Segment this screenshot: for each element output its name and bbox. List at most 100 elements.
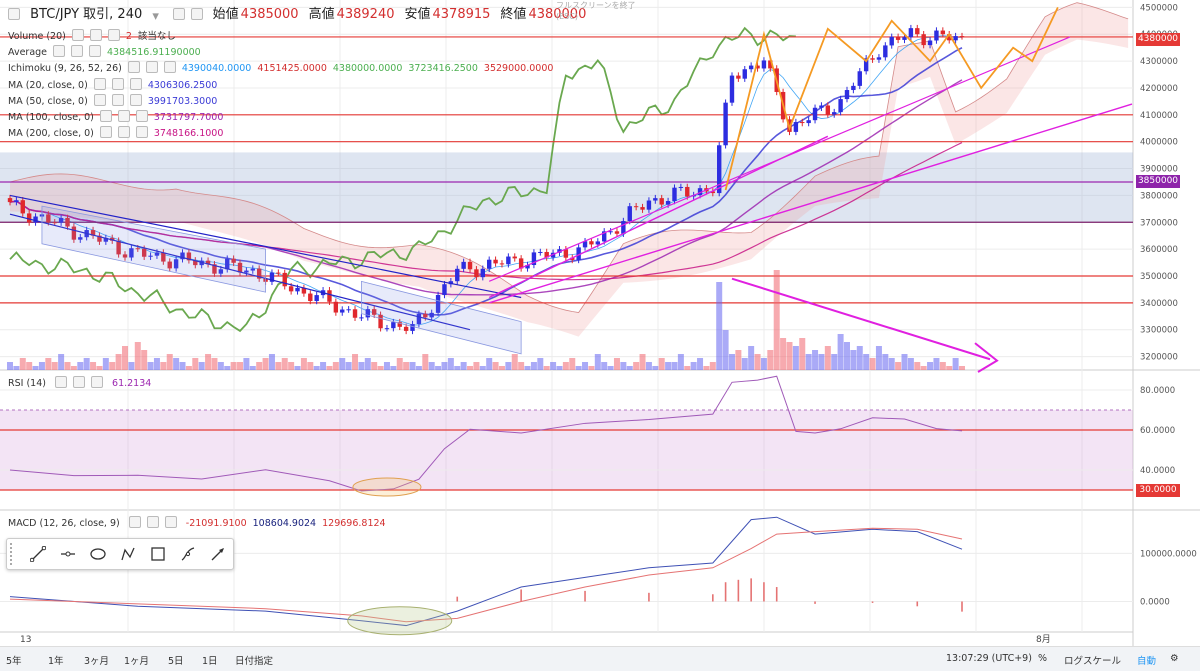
ellipse-tool-icon[interactable] — [86, 542, 110, 566]
y-tick-label: 60.0000 — [1140, 426, 1175, 436]
volume-bar — [460, 362, 467, 370]
close-icon[interactable] — [129, 93, 142, 106]
candle-body — [333, 301, 339, 313]
chart-canvas[interactable]: 3200000 3300000 3400000 3500000 3600000 37000… — [0, 0, 1200, 646]
candle-body — [135, 248, 140, 250]
candle-body — [915, 28, 920, 35]
close-icon[interactable] — [91, 376, 103, 388]
candle-body — [410, 324, 415, 331]
eye-icon[interactable] — [99, 126, 112, 139]
candle-body — [889, 36, 894, 46]
percent-toggle[interactable]: % — [1038, 653, 1048, 664]
volume-bar — [288, 362, 295, 370]
candle-body — [863, 58, 869, 72]
volume-bar — [633, 362, 640, 370]
settings-icon[interactable] — [172, 8, 185, 20]
eye-icon[interactable] — [93, 77, 106, 90]
settings-icon[interactable] — [89, 29, 102, 41]
arrow-tool-icon[interactable] — [206, 542, 230, 566]
candle-body — [538, 251, 543, 253]
volume-bar — [19, 358, 26, 370]
rectangle-tool-icon[interactable] — [146, 542, 170, 566]
volume-bar — [754, 354, 761, 370]
drag-handle[interactable] — [10, 543, 20, 565]
candle-body — [474, 269, 479, 278]
volume-bar — [332, 362, 339, 370]
y-tick-label: 4200000 — [1140, 84, 1178, 94]
close-icon[interactable] — [135, 110, 148, 122]
log-scale-toggle[interactable]: ログスケール — [1064, 656, 1122, 667]
volume-bar — [211, 358, 218, 370]
eye-icon[interactable] — [99, 110, 112, 122]
path-tool-icon[interactable] — [176, 542, 200, 566]
volume-bar — [467, 366, 474, 370]
candle-body — [908, 28, 914, 38]
settings-icon[interactable] — [71, 45, 84, 58]
settings-icon[interactable] — [73, 376, 85, 388]
legend-row: MA (100, close, 0) 3731797.7000 — [8, 110, 229, 124]
pattern-tool-icon[interactable] — [116, 542, 140, 566]
eye-icon[interactable] — [71, 29, 84, 41]
candle-body — [352, 309, 358, 318]
legend-value: 4384516.91190000 — [107, 47, 201, 59]
volume-bar — [901, 354, 908, 370]
candle-body — [748, 65, 754, 70]
close-icon[interactable] — [163, 61, 176, 74]
range-button[interactable]: 日付指定 — [235, 656, 274, 667]
y-tick-label: 80.0000 — [1140, 386, 1175, 396]
candle-body — [250, 268, 255, 271]
close-icon[interactable] — [89, 45, 102, 58]
candle-body — [231, 258, 236, 263]
auto-scale-toggle[interactable]: 自動 — [1137, 656, 1157, 667]
close-icon[interactable] — [107, 29, 120, 41]
volume-bar — [824, 346, 831, 370]
highlight-ellipse — [347, 606, 453, 636]
macd-signal — [9, 527, 963, 623]
candle-body — [723, 102, 728, 146]
candle-body — [934, 30, 939, 41]
range-button[interactable]: 1日 — [202, 656, 218, 667]
settings-icon[interactable] — [145, 61, 158, 74]
volume-bar — [524, 366, 531, 370]
collapse-icon[interactable] — [8, 8, 20, 20]
legend-value: 該当なし — [137, 31, 176, 42]
eye-icon[interactable] — [93, 93, 106, 106]
volume-bar — [249, 366, 256, 370]
settings-icon[interactable] — [111, 93, 124, 106]
volume-bar — [556, 366, 563, 370]
volume-bar — [352, 354, 359, 370]
symbol-title: BTC/JPY 取引, 240 — [30, 7, 143, 22]
macd-histogram-bar — [961, 601, 963, 612]
candle-body — [525, 265, 530, 269]
volume-bar — [920, 366, 927, 370]
settings-icon[interactable] — [146, 516, 159, 528]
volume-bar — [447, 358, 454, 370]
eye-icon[interactable] — [127, 61, 140, 74]
range-button[interactable]: 5日 — [168, 656, 184, 667]
close-icon[interactable] — [164, 516, 177, 528]
macd-histogram-bar — [775, 587, 778, 602]
range-button[interactable]: 3ヶ月 — [84, 656, 110, 667]
chevron-down-icon[interactable]: ▾ — [152, 9, 159, 24]
close-icon[interactable] — [129, 77, 142, 90]
close-icon[interactable] — [190, 8, 203, 20]
eye-icon[interactable] — [53, 45, 66, 58]
settings-icon[interactable] — [117, 126, 130, 139]
horizontal-line-tool-icon[interactable] — [56, 542, 80, 566]
trend-line-tool-icon[interactable] — [26, 542, 50, 566]
candle-body — [755, 65, 760, 69]
settings-icon[interactable]: ⚙ — [1170, 653, 1179, 664]
eye-icon[interactable] — [128, 516, 141, 528]
candle-body — [499, 263, 505, 265]
range-button[interactable]: 1年 — [48, 656, 64, 667]
candle-body — [589, 241, 594, 245]
range-button[interactable]: 1ヶ月 — [124, 656, 150, 667]
range-button[interactable]: 5年 — [6, 656, 22, 667]
volume-bar — [665, 362, 672, 370]
settings-icon[interactable] — [111, 77, 124, 90]
settings-icon[interactable] — [117, 110, 130, 122]
legend-value: 2 — [125, 31, 132, 42]
eye-icon[interactable] — [55, 376, 67, 388]
close-icon[interactable] — [135, 126, 148, 139]
drawing-toolbar[interactable] — [6, 538, 234, 570]
